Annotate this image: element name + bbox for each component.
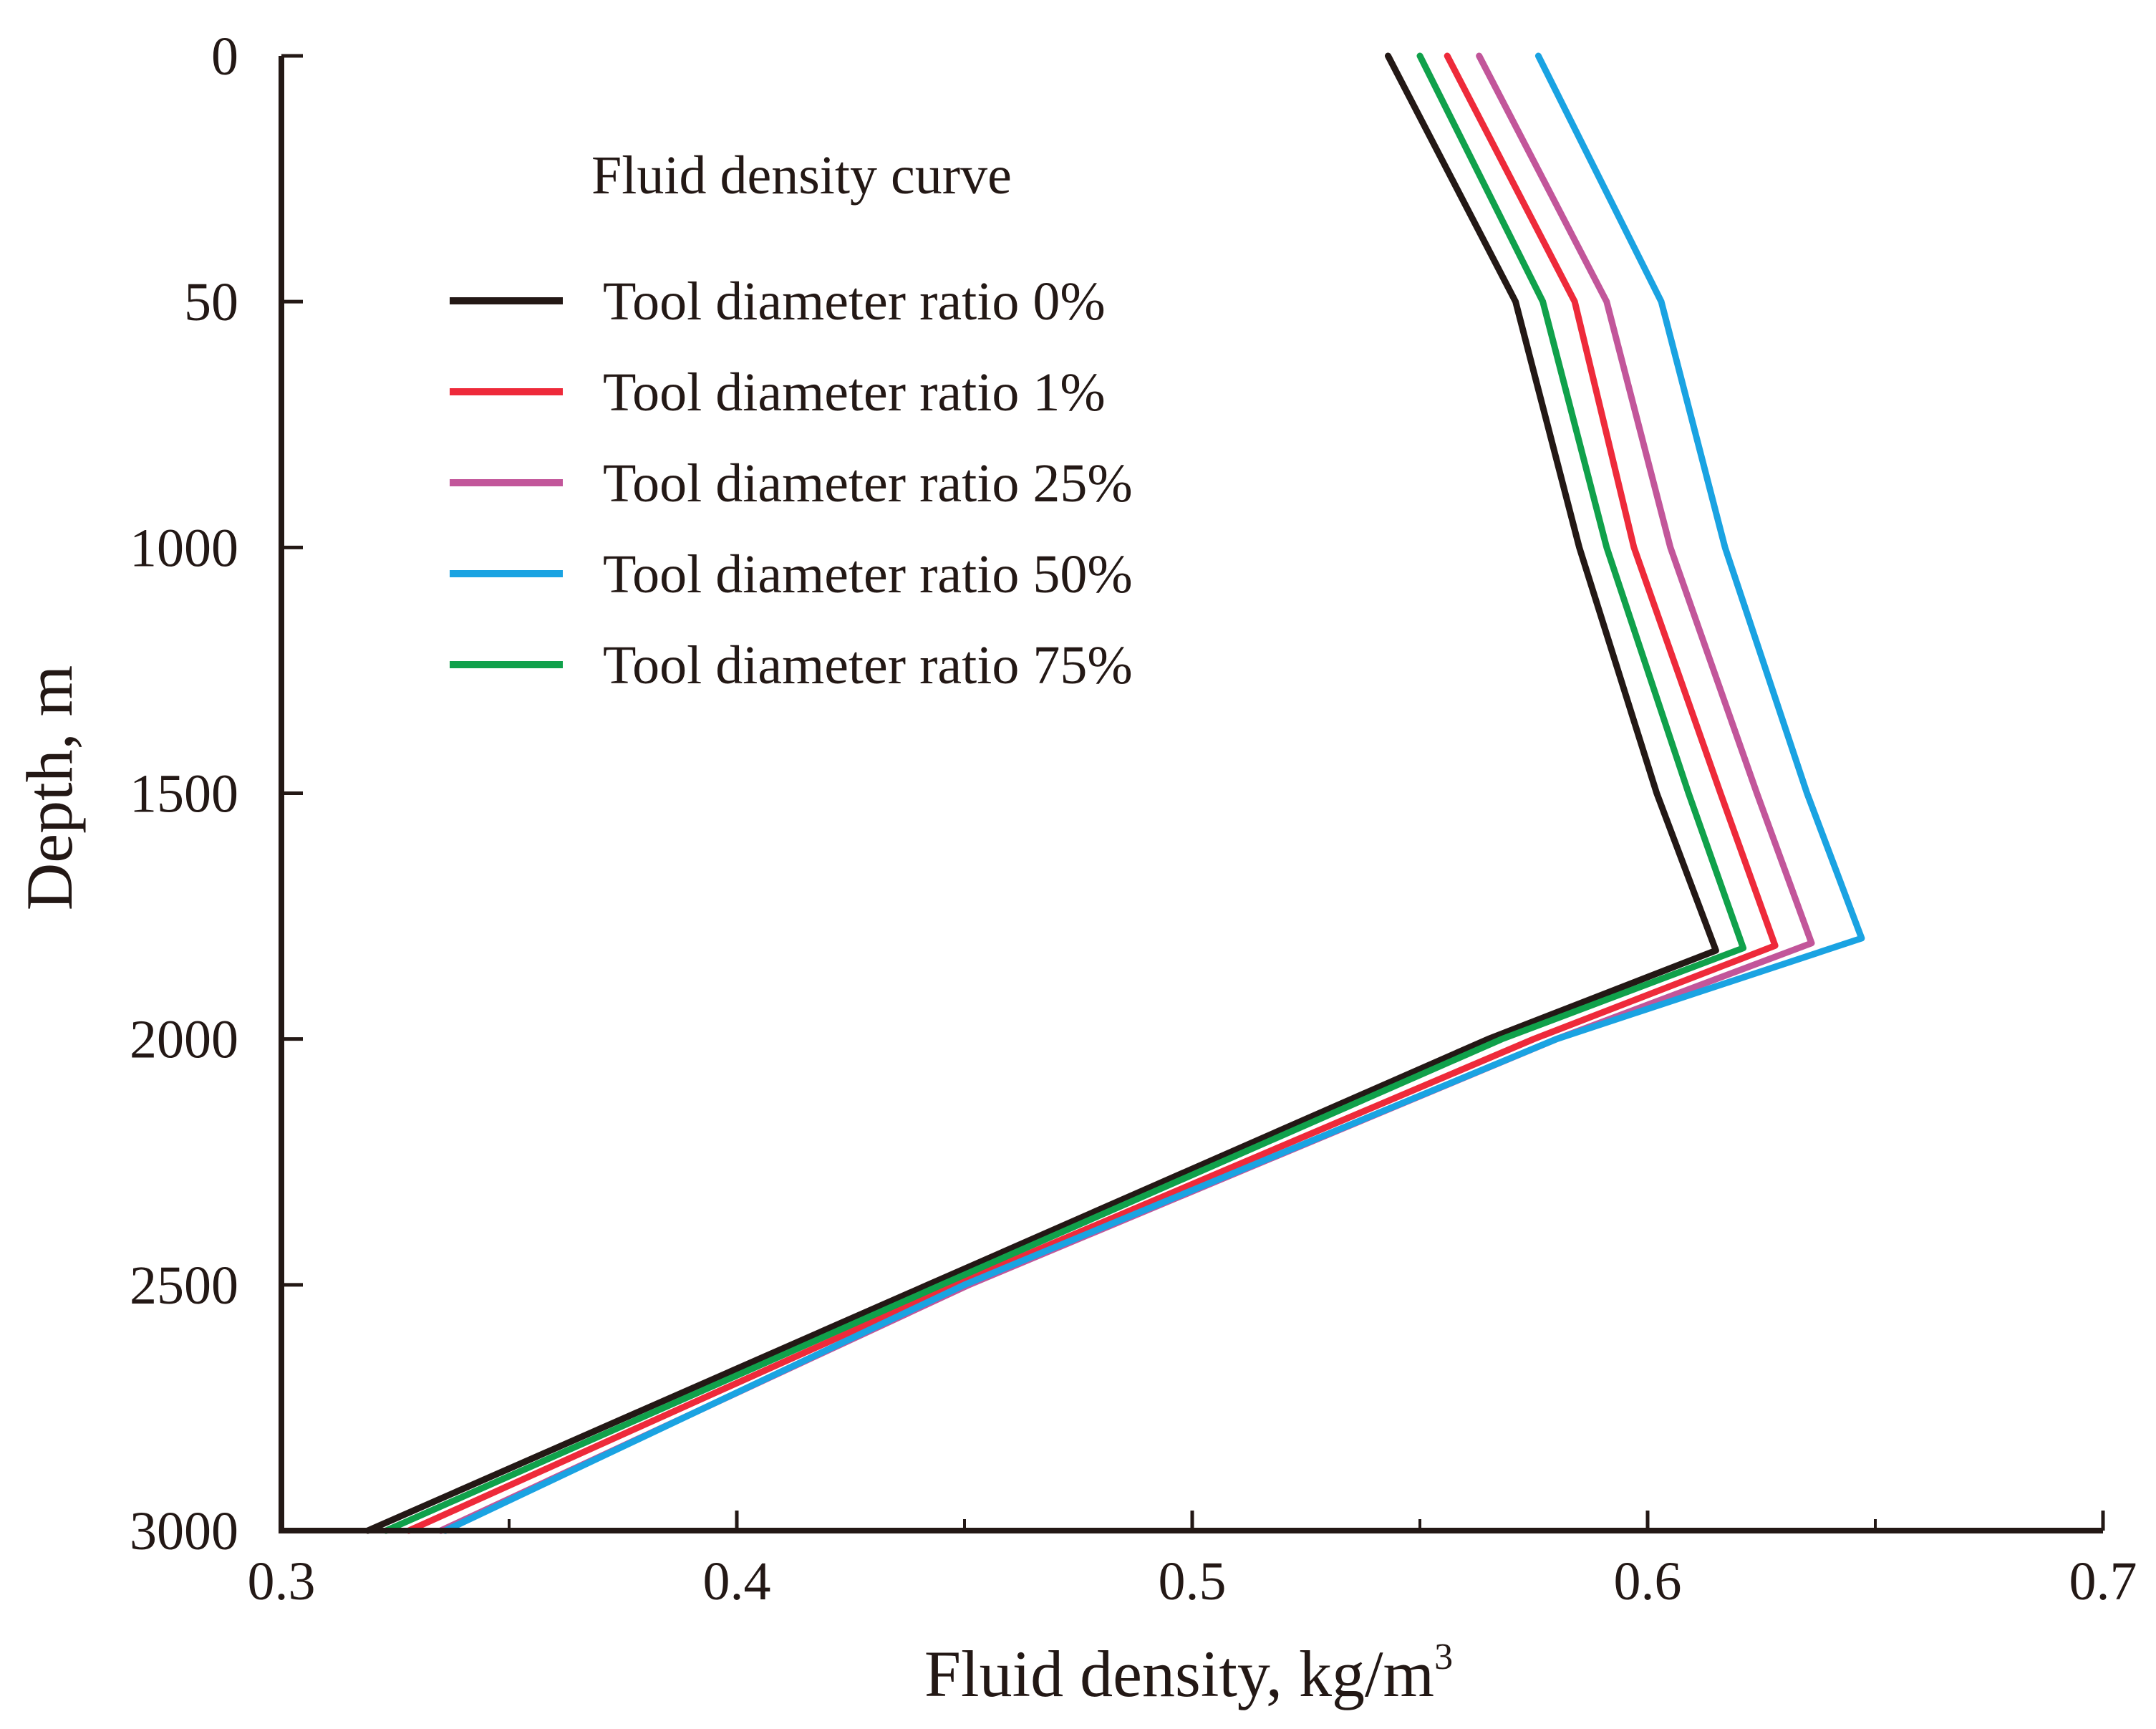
y-tick-label: 1000 [130,518,238,578]
y-tick-label: 50 [184,272,238,332]
x-tick-label: 0.3 [248,1551,316,1612]
x-tick-label: 0.6 [1614,1551,1682,1612]
y-axis-title: Depth, m [13,665,86,910]
series-line-4 [382,52,1747,1534]
axes-layer [279,56,2103,1533]
legend-label-4: Tool diameter ratio 75% [603,635,1133,695]
legend-label-3: Tool diameter ratio 50% [603,544,1133,605]
x-axis-title-superscript: 3 [1434,1637,1453,1677]
series-line-3 [442,52,1865,1534]
x-axis-title: Fluid density, kg/m3 [924,1637,1453,1710]
x-tick-label: 0.4 [703,1551,771,1612]
y-tick-label: 1500 [130,764,238,824]
legend: Fluid density curve Tool diameter ratio 0… [450,145,1133,695]
legend-label-2: Tool diameter ratio 25% [603,453,1133,514]
legend-label-0: Tool diameter ratio 0% [603,271,1106,332]
y-tick-label: 3000 [130,1501,238,1561]
series-line-1 [405,52,1779,1534]
x-tick-label: 0.5 [1159,1551,1227,1612]
legend-title: Fluid density curve [591,145,1012,206]
x-axis-title-text: Fluid density, kg/m [924,1637,1434,1710]
legend-label-1: Tool diameter ratio 1% [603,362,1106,423]
series-line-0 [364,52,1719,1534]
series-layer [364,52,1865,1534]
y-tick-label: 0 [211,27,238,87]
ticks-layer: 0.3 0.4 0.5 0.6 0.7 0 50 1000 1500 2000 2500 3000 [130,27,2137,1612]
x-tick-label: 0.7 [2069,1551,2137,1612]
y-tick-label: 2000 [130,1010,238,1070]
y-tick-label: 2500 [130,1256,238,1316]
